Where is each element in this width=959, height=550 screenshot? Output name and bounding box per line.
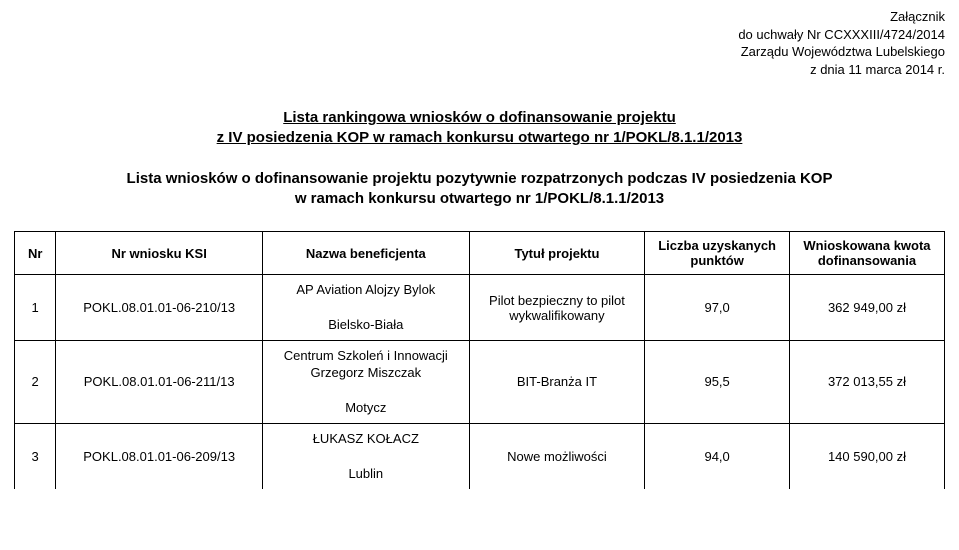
table-header-row: Nr Nr wniosku KSI Nazwa beneficjenta Tyt… [15,232,945,275]
cell-points: 95,5 [645,340,790,423]
col-header-nr: Nr [15,232,56,275]
benef-line: Centrum Szkoleń i Innowacji [284,348,448,363]
cell-amount: 140 590,00 zł [789,424,944,489]
cell-nr: 1 [15,275,56,341]
title-line: Pilot bezpieczny to pilot [489,293,625,308]
cell-beneficiary: AP Aviation Alojzy Bylok Bielsko-Biała [262,275,469,341]
subtitle-line: Lista wniosków o dofinansowanie projektu… [14,169,945,189]
header-line: z dnia 11 marca 2014 r. [14,61,945,79]
table-row: 1 POKL.08.01.01-06-210/13 AP Aviation Al… [15,275,945,341]
cell-ksi: POKL.08.01.01-06-209/13 [56,424,263,489]
table-row: 3 POKL.08.01.01-06-209/13 ŁUKASZ KOŁACZ … [15,424,945,489]
col-header-tytul: Tytuł projektu [469,232,645,275]
benef-line: Grzegorz Miszczak [311,365,422,380]
header-line: do uchwały Nr CCXXXIII/4724/2014 [14,26,945,44]
cell-title: Nowe możliwości [469,424,645,489]
benef-line: Bielsko-Biała [328,317,403,332]
cell-ksi: POKL.08.01.01-06-210/13 [56,275,263,341]
col-header-benef: Nazwa beneficjenta [262,232,469,275]
title-line: Lista rankingowa wniosków o dofinansowan… [14,108,945,128]
benef-line: Lublin [348,466,383,481]
benef-line: Motycz [345,400,386,415]
benef-line: ŁUKASZ KOŁACZ [313,431,419,446]
cell-nr: 2 [15,340,56,423]
cell-amount: 372 013,55 zł [789,340,944,423]
title-line: z IV posiedzenia KOP w ramach konkursu o… [14,128,945,148]
attachment-header: Załącznik do uchwały Nr CCXXXIII/4724/20… [14,8,945,78]
cell-ksi: POKL.08.01.01-06-211/13 [56,340,263,423]
cell-amount: 362 949,00 zł [789,275,944,341]
col-header-kwota: Wnioskowana kwota dofinansowania [789,232,944,275]
cell-beneficiary: Centrum Szkoleń i Innowacji Grzegorz Mis… [262,340,469,423]
cell-points: 97,0 [645,275,790,341]
document-page: Załącznik do uchwały Nr CCXXXIII/4724/20… [0,0,959,489]
document-subtitle: Lista wniosków o dofinansowanie projektu… [14,169,945,210]
document-title: Lista rankingowa wniosków o dofinansowan… [14,108,945,149]
cell-title: Pilot bezpieczny to pilot wykwalifikowan… [469,275,645,341]
subtitle-line: w ramach konkursu otwartego nr 1/POKL/8.… [14,189,945,209]
col-header-ksi: Nr wniosku KSI [56,232,263,275]
cell-beneficiary: ŁUKASZ KOŁACZ Lublin [262,424,469,489]
title-line: wykwalifikowany [509,308,604,323]
cell-nr: 3 [15,424,56,489]
header-line: Zarządu Województwa Lubelskiego [14,43,945,61]
header-line: Załącznik [14,8,945,26]
ranking-table: Nr Nr wniosku KSI Nazwa beneficjenta Tyt… [14,231,945,488]
col-header-pkt: Liczba uzyskanych punktów [645,232,790,275]
cell-points: 94,0 [645,424,790,489]
cell-title: BIT-Branża IT [469,340,645,423]
table-row: 2 POKL.08.01.01-06-211/13 Centrum Szkole… [15,340,945,423]
benef-line: AP Aviation Alojzy Bylok [296,282,435,297]
